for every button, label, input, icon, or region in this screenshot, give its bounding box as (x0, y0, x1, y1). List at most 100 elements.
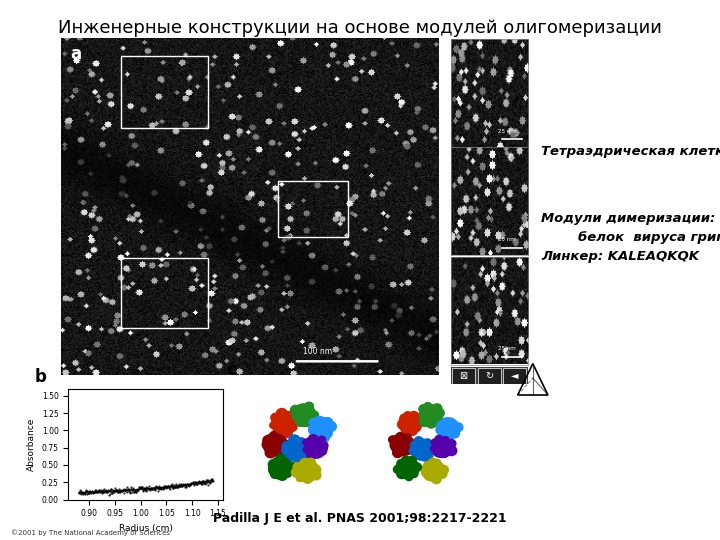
Circle shape (442, 418, 449, 425)
Circle shape (277, 443, 288, 453)
Circle shape (292, 413, 300, 420)
Circle shape (310, 432, 318, 440)
Circle shape (431, 436, 454, 457)
Circle shape (413, 424, 420, 431)
Circle shape (289, 417, 298, 426)
Circle shape (419, 404, 442, 426)
Text: c: c (226, 361, 236, 380)
Text: Тетраэдрическая клетка: Тетраэдрическая клетка (541, 145, 720, 158)
Circle shape (320, 442, 328, 449)
Circle shape (399, 413, 422, 434)
Circle shape (293, 463, 302, 471)
Circle shape (403, 445, 413, 454)
Circle shape (397, 460, 404, 466)
Circle shape (297, 475, 303, 482)
Circle shape (323, 430, 332, 438)
Circle shape (322, 417, 333, 428)
Circle shape (397, 469, 407, 478)
Circle shape (287, 462, 297, 471)
Circle shape (303, 446, 312, 454)
Circle shape (262, 441, 271, 449)
Text: ©2001 by The National Academy of Sciences: ©2001 by The National Academy of Science… (11, 529, 170, 536)
Circle shape (298, 404, 306, 411)
Text: 25 nm: 25 nm (498, 346, 516, 352)
Circle shape (270, 431, 278, 439)
Circle shape (282, 446, 293, 455)
Bar (121, 56, 207, 128)
Circle shape (408, 456, 416, 464)
Circle shape (274, 448, 282, 456)
Circle shape (434, 460, 441, 466)
Circle shape (302, 417, 312, 426)
Circle shape (308, 435, 318, 444)
Circle shape (389, 436, 397, 443)
Circle shape (435, 450, 442, 457)
Circle shape (283, 438, 307, 461)
Text: ⊠: ⊠ (459, 370, 467, 381)
Circle shape (292, 404, 316, 426)
Text: ↻: ↻ (485, 370, 493, 381)
Circle shape (446, 446, 456, 456)
Circle shape (419, 404, 429, 414)
Circle shape (438, 431, 446, 437)
Circle shape (413, 463, 421, 471)
FancyBboxPatch shape (503, 368, 526, 383)
Text: a: a (71, 45, 81, 64)
Circle shape (276, 454, 285, 463)
Circle shape (315, 416, 324, 424)
Circle shape (427, 420, 436, 428)
Circle shape (405, 437, 414, 446)
Bar (278, 181, 348, 237)
Circle shape (435, 435, 444, 443)
Circle shape (305, 402, 313, 410)
Circle shape (426, 453, 433, 460)
Circle shape (309, 417, 333, 440)
Circle shape (432, 404, 442, 413)
Circle shape (303, 439, 310, 446)
Bar (121, 258, 207, 328)
Circle shape (401, 426, 409, 433)
Circle shape (319, 433, 330, 442)
Circle shape (408, 427, 417, 435)
Circle shape (397, 420, 408, 429)
Text: b: b (35, 368, 46, 386)
Circle shape (271, 412, 296, 434)
Circle shape (433, 416, 444, 425)
Circle shape (442, 437, 449, 443)
Circle shape (292, 468, 302, 477)
Circle shape (431, 439, 438, 446)
Circle shape (410, 441, 420, 450)
Circle shape (282, 427, 292, 437)
Circle shape (410, 411, 418, 420)
Circle shape (269, 457, 293, 479)
Circle shape (415, 437, 423, 444)
Text: 25 nm: 25 nm (498, 129, 516, 134)
Circle shape (301, 444, 308, 450)
X-axis label: Radius (cm): Radius (cm) (119, 524, 173, 533)
Circle shape (278, 471, 287, 480)
Circle shape (270, 422, 276, 429)
Circle shape (283, 470, 292, 477)
Circle shape (436, 418, 459, 439)
Circle shape (428, 458, 438, 467)
Text: Линкер: KALEAQKQK: Линкер: KALEAQKQK (541, 250, 699, 263)
Circle shape (390, 434, 413, 455)
Circle shape (438, 465, 449, 475)
Text: Инженерные конструкции на основе модулей олигомеризации: Инженерные конструкции на основе модулей… (58, 19, 662, 37)
Text: Модули димеризации:: Модули димеризации: (541, 212, 716, 225)
FancyBboxPatch shape (452, 368, 475, 383)
Circle shape (303, 474, 312, 483)
Circle shape (277, 435, 284, 442)
Y-axis label: Absorbance: Absorbance (27, 417, 36, 471)
Circle shape (400, 414, 409, 423)
Circle shape (423, 439, 432, 447)
Circle shape (409, 448, 417, 454)
Circle shape (420, 417, 430, 427)
Circle shape (409, 469, 418, 478)
Circle shape (288, 454, 295, 460)
Circle shape (404, 411, 412, 418)
Circle shape (273, 424, 284, 433)
Circle shape (434, 408, 444, 417)
Circle shape (312, 471, 321, 480)
Circle shape (426, 446, 434, 453)
